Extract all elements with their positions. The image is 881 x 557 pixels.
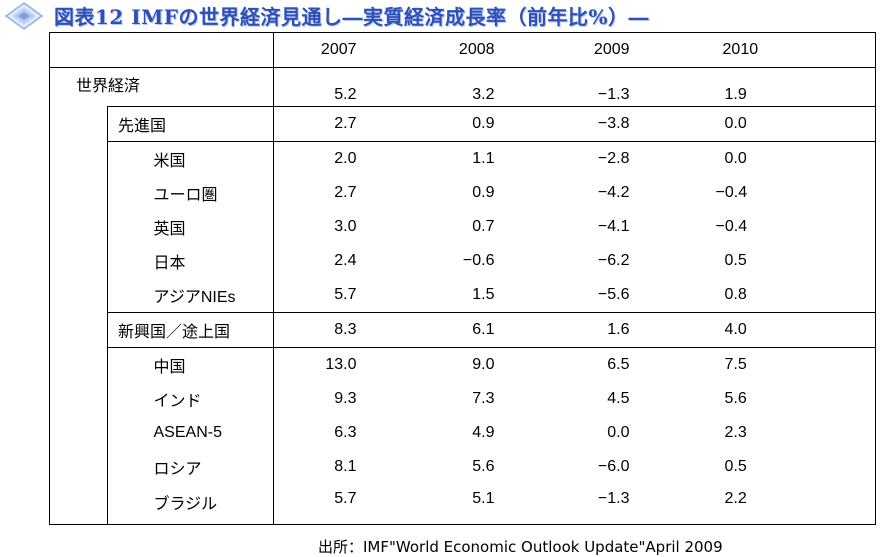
- cell-value: 1.9: [669, 67, 877, 107]
- cell-value: 9.3: [273, 382, 379, 416]
- cell-value: 1.6: [521, 312, 670, 348]
- cell-value: −6.0: [597, 458, 630, 475]
- page-title: 図表12 IMFの世界経済見通し―実質経済成長率（前年比%）―: [54, 5, 649, 29]
- title-bar: 図表12 IMFの世界経済見通し―実質経済成長率（前年比%）―: [0, 0, 881, 32]
- cell-value: 2.7: [273, 176, 379, 210]
- table-row: 日本 2.4 −0.6 −6.2 0.5: [49, 244, 877, 278]
- cell-value: 5.1: [378, 484, 522, 525]
- cell-value: 2.4: [273, 244, 379, 278]
- row-label: 新興国／途上国: [106, 312, 274, 348]
- cell-value: −4.2: [597, 184, 630, 201]
- cell-value: 0.9: [472, 184, 495, 201]
- table-row: インド 9.3 7.3 4.5 5.6: [49, 382, 877, 416]
- table-row: ロシア 8.1 5.6 −6.0 0.5: [49, 450, 877, 484]
- table-row: ASEAN-5 6.3 4.9 0.0 2.3: [49, 416, 877, 450]
- cell-value: −1.3: [597, 86, 630, 103]
- cell-value: 9.0: [472, 356, 495, 373]
- table-row: 先進国 2.7 0.9 −3.8 0.0: [49, 106, 877, 142]
- table-row: 新興国／途上国 8.3 6.1 1.6 4.0: [49, 312, 877, 348]
- diamond-icon: [4, 2, 44, 30]
- cell-value: 6.3: [273, 416, 379, 450]
- cell-value: 5.7: [273, 278, 379, 313]
- row-label: ユーロ圏: [153, 187, 218, 204]
- row-label: ブラジル: [143, 484, 274, 525]
- cell-value: 0.5: [669, 244, 877, 278]
- cell-value: 5.6: [472, 458, 495, 475]
- year-header: 2008: [378, 32, 522, 68]
- cell-value: −2.8: [597, 150, 630, 167]
- table-row: ユーロ圏 2.7 0.9 −4.2 −0.4: [49, 176, 877, 210]
- cell-value: 5.7: [273, 484, 379, 525]
- row-label: 先進国: [106, 106, 274, 142]
- cell-value: 3.0: [273, 210, 379, 244]
- cell-value: 2.3: [669, 416, 877, 450]
- cell-value: −3.8: [521, 106, 670, 142]
- table-row: 米国 2.0 1.1 −2.8 0.0: [49, 141, 877, 176]
- row-label: 世界経済: [48, 67, 274, 107]
- table-row: ブラジル 5.7 5.1 −1.3 2.2: [49, 484, 877, 525]
- cell-value: 0.5: [669, 450, 877, 484]
- cell-value: −6.2: [597, 252, 630, 269]
- year-header: 2007: [273, 32, 379, 68]
- cell-value: 3.2: [472, 86, 495, 103]
- cell-value: 0.9: [378, 106, 522, 142]
- cell-value: 8.3: [273, 312, 379, 348]
- cell-value: 0.0: [607, 424, 630, 441]
- cell-value: −4.1: [597, 218, 630, 235]
- cell-value: 2.7: [273, 106, 379, 142]
- table-row: 世界経済 5.2 3.2 −1.3 1.9: [48, 67, 877, 107]
- cell-value: 7.3: [472, 390, 495, 407]
- cell-value: 13.0: [273, 347, 379, 382]
- cell-value: 0.8: [669, 278, 877, 313]
- cell-value: 4.0: [669, 312, 877, 348]
- row-label: ASEAN-5: [153, 424, 222, 441]
- year-header: 2010: [669, 32, 877, 68]
- cell-value: 0.0: [669, 141, 877, 176]
- cell-value: 4.9: [472, 424, 495, 441]
- cell-value: 2.0: [273, 141, 379, 176]
- table-row: アジアNIEs 5.7 1.5 −5.6 0.8: [49, 278, 877, 313]
- row-label: ロシア: [153, 461, 202, 478]
- cell-value: 6.1: [378, 312, 522, 348]
- row-label: 米国: [153, 153, 186, 170]
- row-label: 日本: [153, 255, 186, 272]
- cell-value: 0.0: [669, 106, 877, 142]
- year-header: 2009: [521, 32, 670, 68]
- cell-value: −5.6: [597, 286, 630, 303]
- cell-value: 1.1: [472, 150, 495, 167]
- cell-value: 8.1: [273, 450, 379, 484]
- row-label: アジアNIEs: [153, 289, 236, 306]
- table-row: 英国 3.0 0.7 −4.1 −0.4: [49, 210, 877, 244]
- cell-value: 0.7: [472, 218, 495, 235]
- source-note: 出所：IMF"World Economic Outlook Update"Apr…: [318, 538, 723, 556]
- cell-value: 7.5: [669, 347, 877, 382]
- row-label: 中国: [153, 359, 186, 376]
- cell-value: −1.3: [521, 484, 670, 525]
- cell-value: 5.6: [669, 382, 877, 416]
- cell-value: 4.5: [607, 390, 630, 407]
- cell-value: −0.4: [669, 210, 877, 244]
- cell-value: 5.2: [273, 67, 379, 107]
- row-label: 英国: [153, 221, 186, 238]
- table-row: 中国 13.0 9.0 6.5 7.5: [49, 347, 877, 382]
- cell-value: −0.6: [462, 252, 495, 269]
- cell-value: 1.5: [472, 286, 495, 303]
- cell-value: 2.2: [669, 484, 877, 525]
- row-label: インド: [153, 393, 202, 410]
- cell-value: −0.4: [669, 176, 877, 210]
- cell-value: 6.5: [607, 356, 630, 373]
- header-row: 2007 2008 2009 2010: [48, 32, 877, 68]
- growth-table: 2007 2008 2009 2010 世界経済 5.2 3.2 −1.3 1.…: [48, 32, 877, 525]
